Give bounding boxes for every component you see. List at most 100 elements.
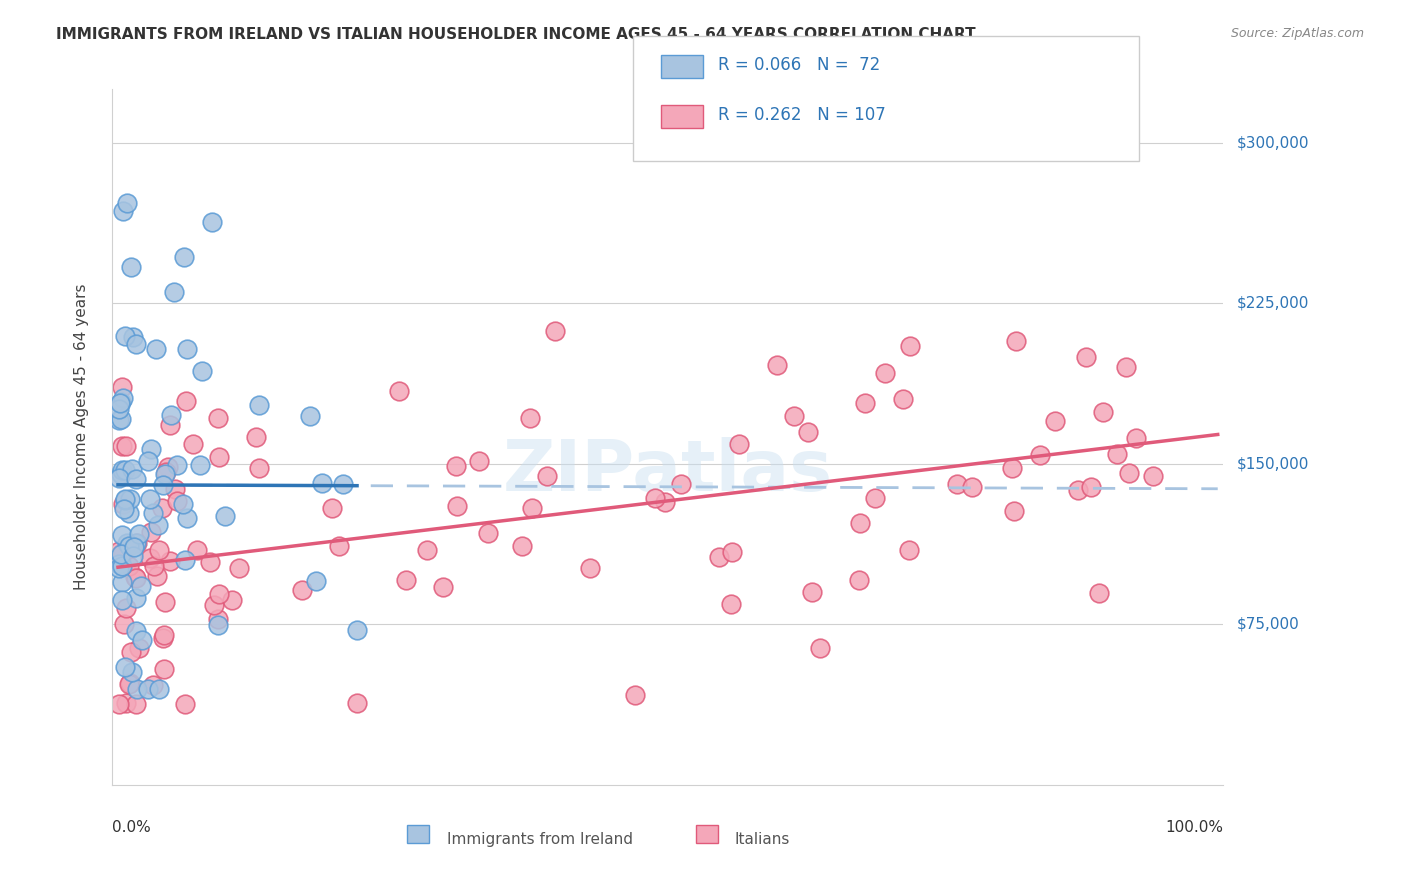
Italians [1080, 480, 1102, 494]
Immigrants from Ireland [188, 458, 211, 472]
Text: Immigrants from Ireland: Immigrants from Ireland [447, 832, 633, 847]
Italians [766, 359, 789, 373]
Italians [153, 628, 176, 642]
Immigrants from Ireland [121, 549, 143, 563]
Italians [1002, 504, 1025, 518]
Immigrants from Ireland [125, 473, 148, 487]
Italians [120, 676, 142, 690]
Italians [176, 393, 198, 408]
Italians [141, 525, 163, 540]
Immigrants from Ireland [160, 408, 183, 422]
Italians [863, 491, 886, 505]
Italians [346, 696, 368, 710]
Italians [522, 501, 544, 516]
Italians [114, 439, 136, 453]
Text: 100.0%: 100.0% [1166, 820, 1223, 835]
Immigrants from Ireland [139, 442, 162, 456]
Immigrants from Ireland [200, 215, 222, 229]
Text: $75,000: $75,000 [1237, 617, 1301, 632]
Immigrants from Ireland [114, 660, 136, 674]
Italians [173, 697, 195, 711]
Italians [848, 573, 870, 587]
Immigrants from Ireland [110, 547, 132, 561]
Italians [644, 491, 666, 505]
Italians [245, 430, 267, 444]
Immigrants from Ireland [311, 475, 333, 490]
Italians [848, 516, 870, 530]
Immigrants from Ireland [118, 539, 141, 553]
Italians [124, 570, 146, 584]
Italians [1074, 350, 1097, 364]
Immigrants from Ireland [125, 681, 148, 696]
Italians [207, 612, 229, 626]
Italians [152, 631, 174, 645]
Italians [128, 641, 150, 656]
Italians [159, 554, 181, 568]
Immigrants from Ireland [148, 681, 170, 696]
Immigrants from Ireland [142, 507, 165, 521]
Bar [406, 825, 429, 843]
Immigrants from Ireland [128, 526, 150, 541]
Italians [1066, 483, 1088, 498]
Immigrants from Ireland [176, 342, 198, 356]
Immigrants from Ireland [136, 454, 159, 468]
Immigrants from Ireland [176, 511, 198, 525]
Immigrants from Ireland [166, 458, 188, 472]
Italians [146, 568, 169, 582]
Italians [208, 450, 231, 464]
Immigrants from Ireland [114, 462, 136, 476]
Italians [1029, 448, 1052, 462]
Immigrants from Ireland [305, 574, 328, 589]
Italians [186, 542, 208, 557]
Immigrants from Ireland [108, 413, 131, 427]
Text: $225,000: $225,000 [1237, 296, 1309, 310]
Italians [228, 561, 250, 575]
Italians [108, 543, 131, 558]
Italians [654, 495, 676, 509]
Immigrants from Ireland [152, 477, 174, 491]
Immigrants from Ireland [111, 527, 134, 541]
Immigrants from Ireland [125, 591, 148, 605]
Italians [125, 697, 148, 711]
Text: 0.0%: 0.0% [112, 820, 152, 835]
Italians [1118, 466, 1140, 480]
Italians [477, 525, 499, 540]
Immigrants from Ireland [114, 491, 136, 506]
Immigrants from Ireland [172, 497, 194, 511]
Italians [797, 425, 820, 439]
Italians [221, 592, 243, 607]
Italians [208, 587, 231, 601]
Italians [142, 559, 165, 574]
Italians [1125, 431, 1147, 445]
Immigrants from Ireland [114, 493, 136, 508]
Immigrants from Ireland [120, 260, 142, 274]
Italians [125, 536, 148, 550]
Immigrants from Ireland [129, 578, 152, 592]
Italians [111, 497, 134, 511]
Italians [181, 437, 204, 451]
Immigrants from Ireland [111, 463, 134, 477]
Italians [1105, 447, 1128, 461]
Italians [388, 384, 411, 398]
Immigrants from Ireland [146, 518, 169, 533]
Italians [321, 500, 343, 515]
Immigrants from Ireland [125, 535, 148, 549]
Text: R = 0.066   N =  72: R = 0.066 N = 72 [718, 56, 880, 74]
Italians [709, 550, 731, 565]
Italians [1115, 359, 1137, 374]
Immigrants from Ireland [118, 506, 141, 520]
Italians [519, 410, 541, 425]
Italians [898, 542, 921, 557]
Immigrants from Ireland [111, 392, 134, 406]
Immigrants from Ireland [214, 508, 236, 523]
Text: R = 0.262   N = 107: R = 0.262 N = 107 [718, 106, 886, 124]
Italians [444, 459, 467, 474]
Italians [159, 417, 181, 432]
Immigrants from Ireland [108, 401, 131, 416]
Italians [536, 468, 558, 483]
Italians [111, 439, 134, 453]
Immigrants from Ireland [145, 342, 167, 356]
Italians [1001, 461, 1024, 475]
Italians [328, 539, 350, 553]
Italians [156, 459, 179, 474]
